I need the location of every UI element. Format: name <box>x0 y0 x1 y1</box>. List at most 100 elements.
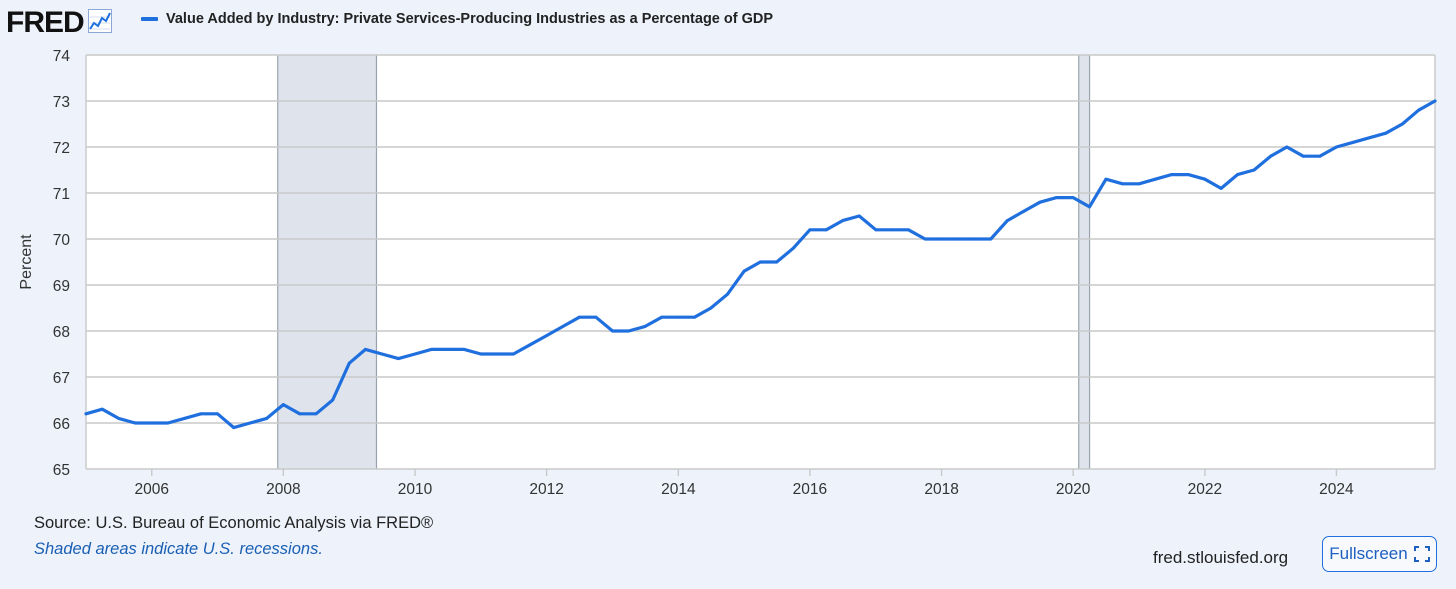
fred-logo[interactable]: FRED <box>6 6 85 39</box>
line-chart-icon <box>87 8 112 38</box>
y-axis-title: Percent <box>18 234 35 290</box>
data-point <box>1252 168 1256 172</box>
data-point <box>1384 131 1388 135</box>
data-point <box>693 315 696 319</box>
data-point <box>1335 145 1338 149</box>
data-point <box>594 315 598 319</box>
data-point <box>956 237 960 241</box>
fullscreen-button[interactable]: Fullscreen <box>1322 536 1437 572</box>
chart-legend: Value Added by Industry: Private Service… <box>141 11 773 27</box>
data-point <box>1367 136 1371 140</box>
data-point <box>1170 173 1174 177</box>
data-point <box>117 417 121 420</box>
data-point <box>726 292 729 296</box>
data-point <box>660 315 664 319</box>
data-point <box>166 421 170 425</box>
data-point <box>1417 108 1421 112</box>
recession-shade <box>277 55 377 469</box>
data-point <box>528 343 532 347</box>
data-point <box>857 214 861 218</box>
data-point <box>364 348 367 351</box>
data-point <box>1186 173 1190 177</box>
y-tick-label: 70 <box>53 232 71 249</box>
x-tick-label: 2018 <box>924 481 958 498</box>
x-tick-label: 2016 <box>793 481 827 498</box>
data-point <box>907 228 910 232</box>
legend-swatch <box>141 17 158 21</box>
recession-shade <box>1078 55 1090 469</box>
data-point <box>577 315 581 319</box>
data-point <box>182 417 186 420</box>
data-point <box>1038 200 1042 204</box>
data-point <box>1269 154 1273 158</box>
data-point <box>1137 182 1141 186</box>
data-point <box>775 260 779 264</box>
x-tick-label: 2010 <box>398 481 433 498</box>
data-point <box>1022 210 1025 213</box>
recession-note: Shaded areas indicate U.S. recessions. <box>34 540 323 558</box>
y-tick-label: 71 <box>53 186 70 203</box>
data-point <box>545 334 548 337</box>
data-point <box>150 421 154 425</box>
data-point <box>314 412 318 416</box>
data-point <box>84 412 88 416</box>
y-tick-label: 65 <box>53 462 70 479</box>
data-point <box>281 403 285 406</box>
data-point <box>1236 173 1239 177</box>
data-point <box>791 246 795 250</box>
data-point <box>611 329 614 333</box>
data-point <box>495 352 499 356</box>
data-point <box>199 412 203 416</box>
x-tick-label: 2020 <box>1056 481 1091 498</box>
data-point <box>298 412 302 416</box>
data-point <box>808 228 812 232</box>
y-tick-label: 74 <box>53 48 71 65</box>
data-point <box>742 269 746 273</box>
data-point <box>446 348 450 351</box>
data-point <box>512 352 515 356</box>
data-point <box>1285 145 1289 149</box>
data-point <box>627 329 631 333</box>
data-point <box>758 260 762 264</box>
data-point <box>841 219 845 223</box>
data-point <box>429 348 433 351</box>
y-tick-label: 67 <box>53 370 70 387</box>
data-point <box>462 348 466 351</box>
y-tick-label: 73 <box>53 94 70 111</box>
data-point <box>479 352 483 356</box>
y-tick-label: 72 <box>53 140 70 157</box>
data-point <box>561 325 565 328</box>
fullscreen-label: Fullscreen <box>1329 544 1408 563</box>
data-point <box>923 237 927 241</box>
data-point <box>248 421 252 425</box>
site-link[interactable]: fred.stlouisfed.org <box>1153 548 1289 567</box>
legend-label[interactable]: Value Added by Industry: Private Service… <box>166 11 774 27</box>
data-point <box>972 237 976 241</box>
data-point <box>1400 122 1404 126</box>
data-point <box>1433 99 1437 103</box>
data-point <box>940 237 944 241</box>
data-point <box>824 228 828 232</box>
data-point <box>1055 196 1058 200</box>
data-point <box>1203 177 1207 181</box>
data-point <box>216 412 219 416</box>
y-tick-label: 69 <box>53 278 70 295</box>
data-point <box>232 426 236 429</box>
data-point <box>413 352 417 356</box>
data-point <box>1005 219 1009 223</box>
expand-icon <box>1413 546 1430 562</box>
data-point <box>874 228 878 232</box>
data-point <box>643 325 647 328</box>
data-point <box>676 315 680 319</box>
x-tick-label: 2008 <box>266 481 300 498</box>
y-tick-label: 66 <box>53 416 70 433</box>
data-point <box>1071 196 1075 200</box>
x-tick-label: 2006 <box>135 481 169 498</box>
data-point <box>331 398 335 402</box>
x-tick-label: 2022 <box>1188 481 1222 498</box>
data-point <box>1301 154 1305 158</box>
data-point <box>1121 182 1124 186</box>
data-point <box>100 407 104 411</box>
data-point <box>265 417 269 420</box>
